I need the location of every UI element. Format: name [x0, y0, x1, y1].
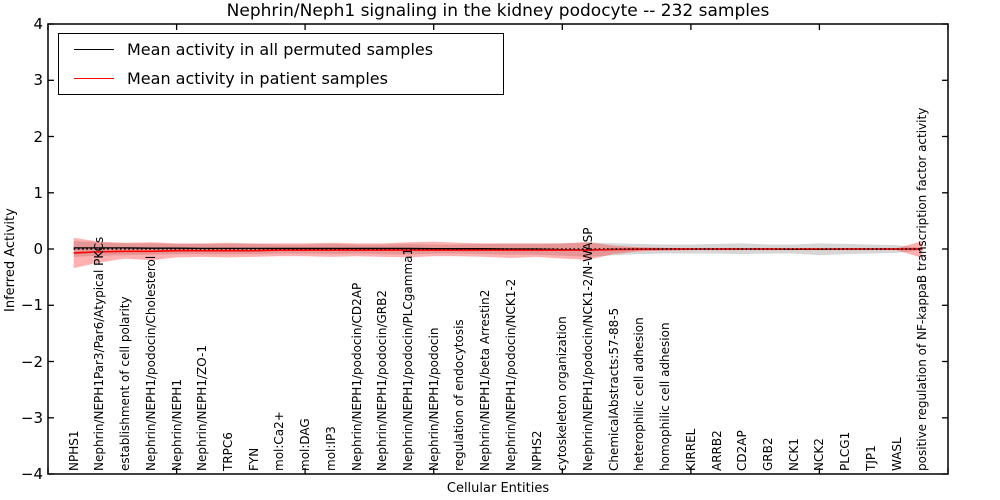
x-tick-label: Nephrin/NEPH1/podocin/Cholesterol	[143, 255, 158, 471]
x-tick-label: Nephrin/NEPH1/podocin/PLCgamma1	[401, 247, 415, 471]
x-tick-label: homophilic cell adhesion	[658, 322, 673, 471]
patient-line-icon	[74, 78, 114, 80]
x-tick-label: Nephrin/NEPH1/podocin/GRB2	[375, 290, 390, 471]
x-tick-label: mol:Ca2+	[272, 411, 287, 471]
y-tick-label: −3	[20, 408, 43, 427]
x-tick-label: NPHS2	[529, 430, 544, 472]
y-tick-label: 4	[33, 15, 43, 33]
x-tick-label: Nephrin/NEPH1/podocin/NCK1-2	[503, 278, 518, 471]
x-tick-label: heterophilic cell adhesion	[632, 317, 647, 471]
y-tick-label: −2	[20, 352, 43, 371]
x-tick-label: PLCG1	[838, 431, 853, 471]
x-tick-label: GRB2	[761, 437, 775, 471]
x-tick-label: NCK2	[812, 438, 827, 471]
x-tick-label: Nephrin/NEPH1/ZO-1	[195, 345, 210, 471]
x-tick-label: NCK1	[786, 438, 801, 471]
x-tick-label: regulation of endocytosis	[452, 319, 467, 471]
chart-title: Nephrin/Neph1 signaling in the kidney po…	[226, 1, 770, 21]
x-axis-label: Cellular Entities	[446, 481, 550, 496]
x-tick-label: Nephrin/NEPH1/podocin	[426, 327, 441, 471]
legend-item-permuted: Mean activity in all permuted samples	[59, 35, 503, 63]
x-tick-label: positive regulation of NF-kappaB transcr…	[915, 107, 930, 471]
x-tick-label: CD2AP	[735, 430, 750, 471]
x-tick-label: mol:DAG	[298, 418, 313, 471]
x-tick-label: cytoskeleton organization	[555, 316, 570, 471]
x-tick-label: KIRREL	[683, 428, 698, 471]
y-tick-label: 1	[33, 183, 43, 202]
legend-label-patient: Mean activity in patient samples	[127, 69, 388, 89]
y-tick-label: 0	[33, 240, 43, 258]
x-tick-label: ChemicalAbstracts:57-88-5	[606, 307, 621, 471]
x-tick-label: Nephrin/NEPH1/podocin/NCK1-2/N-WASP	[581, 227, 595, 471]
legend-item-patient: Mean activity in patient samples	[59, 65, 503, 93]
x-tick-label: Nephrin/NEPH1Par3/Par6/Atypical PKCs	[92, 236, 107, 471]
x-tick-label: WASL	[889, 437, 904, 471]
x-tick-label: ARRB2	[709, 430, 724, 471]
x-tick-label: TJP1	[863, 445, 878, 471]
legend: Mean activity in all permuted samples Me…	[58, 33, 504, 95]
permuted-line-icon	[74, 48, 114, 50]
x-tick-label: FYN	[246, 447, 261, 471]
x-tick-label: Nephrin/NEPH1/podocin/CD2AP	[349, 282, 364, 471]
y-tick-label: −1	[20, 296, 43, 315]
x-tick-label: Nephrin/NEPH1/beta Arrestin2	[478, 289, 493, 471]
y-tick-label: −4	[20, 465, 43, 483]
x-tick-label: TRPC6	[221, 432, 235, 471]
x-tick-label: establishment of cell polarity	[118, 296, 133, 471]
x-tick-label: NPHS1	[66, 430, 81, 472]
legend-label-permuted: Mean activity in all permuted samples	[127, 39, 434, 59]
y-tick-label: 2	[33, 127, 43, 146]
y-tick-label: 3	[33, 71, 43, 90]
x-tick-label: mol:IP3	[323, 426, 338, 471]
x-tick-label: Nephrin/NEPH1	[169, 379, 184, 471]
